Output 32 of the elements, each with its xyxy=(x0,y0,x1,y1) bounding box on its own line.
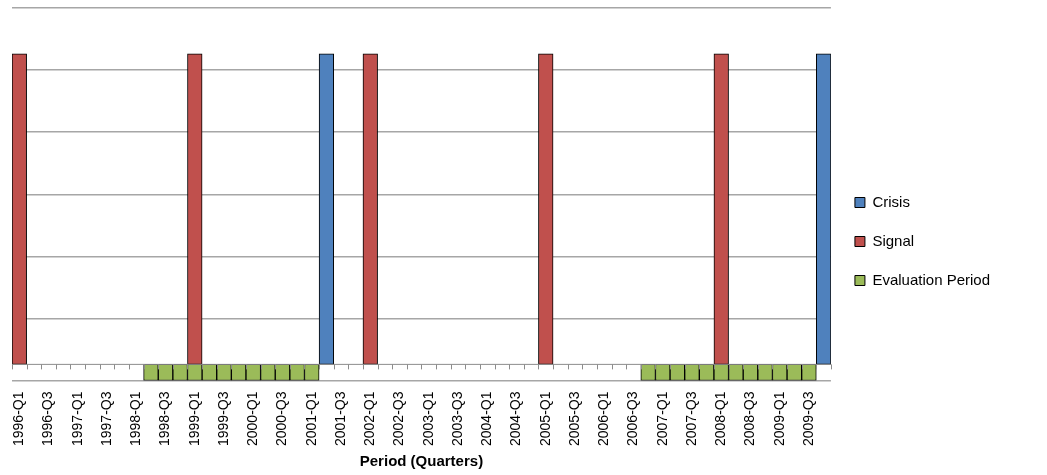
x-tick-label: 1997-Q3 xyxy=(97,391,114,446)
x-tick-label: 2000-Q1 xyxy=(244,391,261,446)
x-tick-label: 2007-Q1 xyxy=(653,391,670,446)
x-tick-label: 2003-Q3 xyxy=(448,391,465,446)
x-tick-label: 1999-Q3 xyxy=(214,391,231,446)
x-tick-label: 2004-Q1 xyxy=(478,391,495,446)
legend-label: Crisis xyxy=(872,192,910,210)
x-tick-label: 2008-Q1 xyxy=(712,391,729,446)
x-tick-label: 1998-Q3 xyxy=(156,391,173,446)
x-tick-label: 2005-Q1 xyxy=(536,391,553,446)
x-tick-label: 1996-Q3 xyxy=(39,391,56,446)
x-tick-label: 2003-Q1 xyxy=(419,391,436,446)
x-tick-label: 2002-Q1 xyxy=(361,391,378,446)
x-tick-label: 1997-Q1 xyxy=(68,391,85,446)
x-tick-label: 2001-Q3 xyxy=(331,391,348,446)
x-tick-label: 2008-Q3 xyxy=(741,391,758,446)
x-tick-label: 1999-Q1 xyxy=(185,391,202,446)
x-tick-label: 2007-Q3 xyxy=(682,391,699,446)
legend-label: Signal xyxy=(872,231,915,249)
x-tick-label: 2009-Q3 xyxy=(799,391,816,446)
x-tick-label: 2000-Q3 xyxy=(273,391,290,446)
legend-label: Evaluation Period xyxy=(872,270,990,288)
x-tick-label: 2009-Q1 xyxy=(770,391,787,446)
x-tick-label: 2004-Q3 xyxy=(507,391,524,446)
x-tick-label: 1996-Q1 xyxy=(10,391,27,446)
x-tick-label: 2006-Q1 xyxy=(595,391,612,446)
x-tick-label: 1998-Q1 xyxy=(127,391,144,446)
x-tick-label: 2006-Q3 xyxy=(624,391,641,446)
x-tick-label: 2005-Q3 xyxy=(565,391,582,446)
x-tick-label: 2002-Q3 xyxy=(390,391,407,446)
x-tick-label: 2001-Q1 xyxy=(302,391,319,446)
x-axis-title: Period (Quarters) xyxy=(359,452,484,470)
